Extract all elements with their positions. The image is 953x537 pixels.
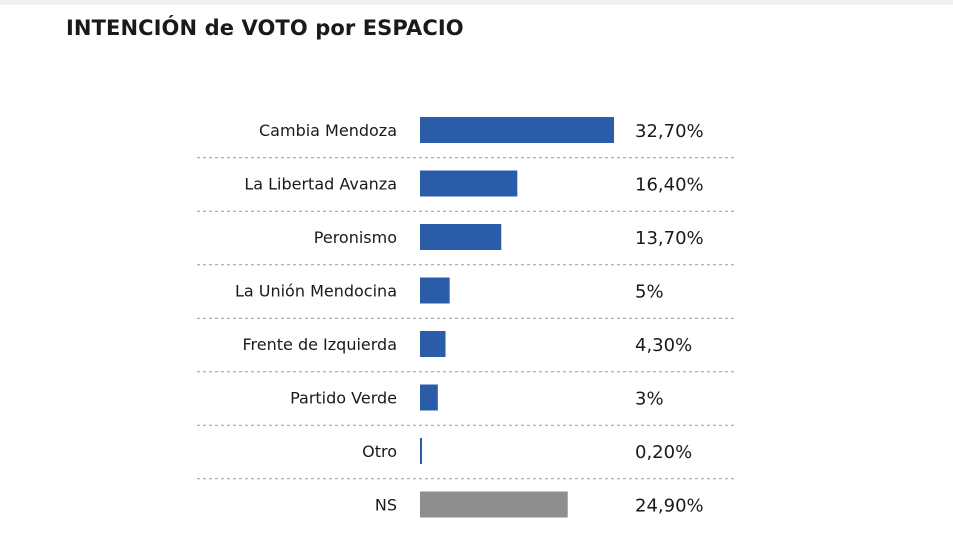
top-rule [0,0,953,5]
bar-peronismo [420,224,502,250]
bar-frente-de-izquierda [420,331,446,357]
category-label-ns: NS [375,496,397,515]
value-label-otro: 0,20% [635,442,692,463]
category-label-cambia-mendoza: Cambia Mendoza [259,121,397,140]
category-label-la-libertad-avanza: La Libertad Avanza [244,175,397,194]
value-label-cambia-mendoza: 32,70% [635,121,704,142]
value-label-peronismo: 13,70% [635,228,704,249]
chart-title: INTENCIÓN de VOTO por ESPACIO [66,16,464,40]
bar-otro [420,438,422,464]
bar-partido-verde [420,384,438,411]
category-label-peronismo: Peronismo [314,228,397,247]
category-label-frente-de-izquierda: Frente de Izquierda [243,335,398,354]
category-label-partido-verde: Partido Verde [290,389,397,408]
category-label-otro: Otro [362,442,397,461]
bar-cambia-mendoza [420,117,614,143]
value-label-la-union-mendocina: 5% [635,282,664,303]
bar-ns [420,491,568,518]
bar-la-union-mendocina [420,277,450,304]
bar-la-libertad-avanza [420,170,518,197]
category-label-la-union-mendocina: La Unión Mendocina [235,282,397,301]
value-label-frente-de-izquierda: 4,30% [635,335,692,356]
value-label-ns: 24,90% [635,496,704,517]
value-label-la-libertad-avanza: 16,40% [635,175,704,196]
value-label-partido-verde: 3% [635,389,664,410]
